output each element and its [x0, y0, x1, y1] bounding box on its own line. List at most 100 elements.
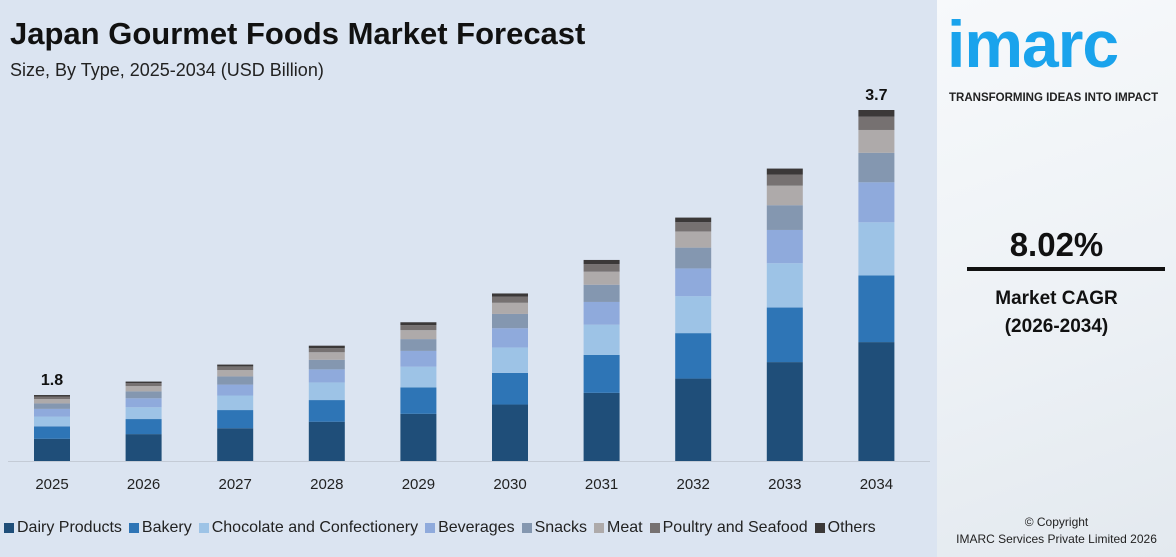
legend-label: Snacks [534, 519, 588, 536]
bar-segment-chocolate-and-confectionery-2025 [34, 416, 70, 427]
bar-segment-poultry-and-seafood-2033 [766, 174, 803, 186]
bar-segment-others-2033 [766, 168, 803, 175]
bar-segment-beverages-2034 [858, 182, 895, 223]
legend-item: Meat [594, 519, 643, 537]
bar-segment-beverages-2025 [34, 408, 70, 417]
bar-segment-poultry-and-seafood-2030 [492, 296, 528, 303]
legend: Dairy Products Bakery Chocolate and Confec… [4, 519, 876, 537]
bar-segment-poultry-and-seafood-2032 [675, 222, 712, 232]
legend-label: Poultry and Seafood [662, 519, 808, 536]
bar-segment-chocolate-and-confectionery-2031 [583, 324, 620, 355]
legend-item: Beverages [425, 519, 515, 537]
legend-label: Meat [607, 519, 643, 536]
cagr-value: 8.02% [1009, 226, 1104, 263]
bar-segment-others-2032 [675, 217, 712, 223]
bar-segment-meat-2031 [583, 271, 620, 285]
bar-segment-meat-2027 [217, 370, 254, 377]
bar-segment-bakery-2026 [125, 419, 162, 435]
legend-item: Dairy Products [4, 519, 122, 537]
copyright-line1: © Copyright [1024, 515, 1089, 529]
bar-segment-beverages-2031 [583, 301, 620, 325]
legend-item: Chocolate and Confectionery [198, 519, 419, 537]
copyright-line2: IMARC Services Private Limited 2026 [956, 532, 1157, 546]
copyright: © Copyright IMARC Services Private Limit… [937, 514, 1176, 548]
info-panel: imarc TRANSFORMING IDEAS INTO IMPACT 8.0… [937, 0, 1176, 557]
bar-segment-dairy-products-2034 [858, 342, 895, 461]
bar-segment-bakery-2025 [34, 426, 70, 439]
bar-segment-snacks-2027 [217, 376, 254, 385]
cagr-label: Market CAGR (2026-2034) [937, 285, 1176, 341]
bar-segment-poultry-and-seafood-2025 [34, 396, 70, 400]
legend-swatch [425, 523, 436, 533]
bar-segment-dairy-products-2029 [400, 413, 437, 461]
chart-title: Japan Gourmet Foods Market Forecast [10, 16, 586, 51]
legend-label: Others [827, 519, 876, 536]
bar-segment-others-2030 [492, 293, 528, 297]
bar-segment-meat-2033 [766, 185, 803, 206]
bar-segment-chocolate-and-confectionery-2028 [308, 382, 345, 401]
legend-swatch [521, 523, 532, 533]
bar-segment-poultry-and-seafood-2027 [217, 366, 254, 371]
bar-segment-poultry-and-seafood-2028 [308, 348, 345, 353]
bar-segment-bakery-2033 [766, 307, 803, 363]
bar-segment-snacks-2031 [583, 284, 620, 302]
bar-segment-poultry-and-seafood-2034 [858, 116, 895, 130]
bar-segment-snacks-2029 [400, 339, 437, 351]
bar-segment-meat-2032 [675, 231, 712, 248]
bar-segment-snacks-2034 [858, 152, 895, 183]
legend-label: Dairy Products [17, 519, 122, 536]
divider [967, 267, 1165, 271]
bar-segment-dairy-products-2031 [583, 392, 620, 461]
x-tick-label: 2033 [768, 476, 801, 493]
bar-segment-chocolate-and-confectionery-2029 [400, 366, 437, 388]
bar-segment-dairy-products-2027 [217, 428, 254, 461]
legend-swatch [128, 523, 139, 533]
x-tick-label: 2031 [585, 476, 618, 493]
bar-segment-chocolate-and-confectionery-2032 [675, 296, 712, 334]
chart-panel: 2025 1.8 2026 2027 2028 2029 2030 2031 2032 2033 2… [4, 16, 930, 537]
bar-segment-bakery-2034 [858, 275, 895, 343]
bar-segment-chocolate-and-confectionery-2030 [492, 347, 528, 373]
bar-segment-dairy-products-2025 [34, 438, 70, 461]
x-tick-label: 2029 [402, 476, 435, 493]
x-tick-label: 2025 [35, 476, 68, 493]
bar-segment-snacks-2028 [308, 359, 345, 370]
x-tick-label: 2027 [219, 476, 252, 493]
bar-segment-chocolate-and-confectionery-2034 [858, 222, 895, 276]
bar-segment-snacks-2033 [766, 205, 803, 230]
bar-segment-others-2031 [583, 259, 620, 265]
imarc-logo: imarc [947, 7, 1119, 81]
bar-segment-bakery-2028 [308, 400, 345, 422]
data-label: 3.7 [865, 87, 887, 104]
legend-swatch [198, 523, 209, 533]
bar-segment-bakery-2030 [492, 372, 528, 405]
chart-subtitle: Size, By Type, 2025-2034 (USD Billion) [10, 60, 324, 80]
bar-segment-meat-2025 [34, 399, 70, 404]
bar-segment-others-2029 [400, 322, 437, 326]
bar-segment-poultry-and-seafood-2031 [583, 264, 620, 272]
bar-segment-beverages-2032 [675, 268, 712, 297]
bar-segment-others-2034 [858, 110, 895, 117]
bar-segment-snacks-2025 [34, 403, 70, 409]
legend-item: Bakery [128, 519, 192, 537]
data-label: 1.8 [41, 372, 63, 389]
bar-segment-poultry-and-seafood-2029 [400, 325, 437, 331]
bar-segment-bakery-2027 [217, 410, 254, 429]
legend-label: Chocolate and Confectionery [211, 519, 419, 536]
bar-segment-others-2028 [308, 345, 345, 349]
cagr-label-text: Market CAGR [995, 288, 1118, 309]
bar-segment-beverages-2033 [766, 229, 803, 264]
bar-segment-others-2027 [217, 364, 254, 367]
cagr-period: (2026-2034) [1004, 316, 1109, 337]
bar-segment-poultry-and-seafood-2026 [125, 383, 162, 387]
bar-segment-dairy-products-2030 [492, 404, 528, 461]
bar-segment-snacks-2032 [675, 247, 712, 269]
bar-segment-beverages-2028 [308, 369, 345, 383]
legend-swatch [814, 523, 825, 533]
legend-swatch [649, 523, 660, 533]
bar-segment-snacks-2030 [492, 313, 528, 329]
bar-segment-meat-2026 [125, 386, 162, 392]
bar-segment-beverages-2027 [217, 384, 254, 396]
x-tick-label: 2026 [127, 476, 160, 493]
bar-segment-bakery-2031 [583, 354, 620, 393]
